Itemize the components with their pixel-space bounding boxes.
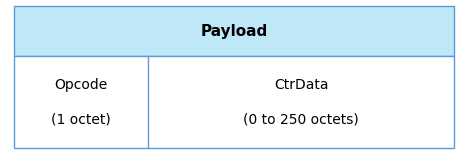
Text: CtrData: CtrData — [274, 78, 329, 92]
Text: Opcode: Opcode — [54, 78, 108, 92]
Text: (0 to 250 octets): (0 to 250 octets) — [243, 112, 359, 126]
Text: (1 octet): (1 octet) — [51, 112, 111, 126]
Bar — [14, 57, 454, 148]
Text: Payload: Payload — [200, 24, 268, 39]
Bar — [14, 6, 454, 57]
